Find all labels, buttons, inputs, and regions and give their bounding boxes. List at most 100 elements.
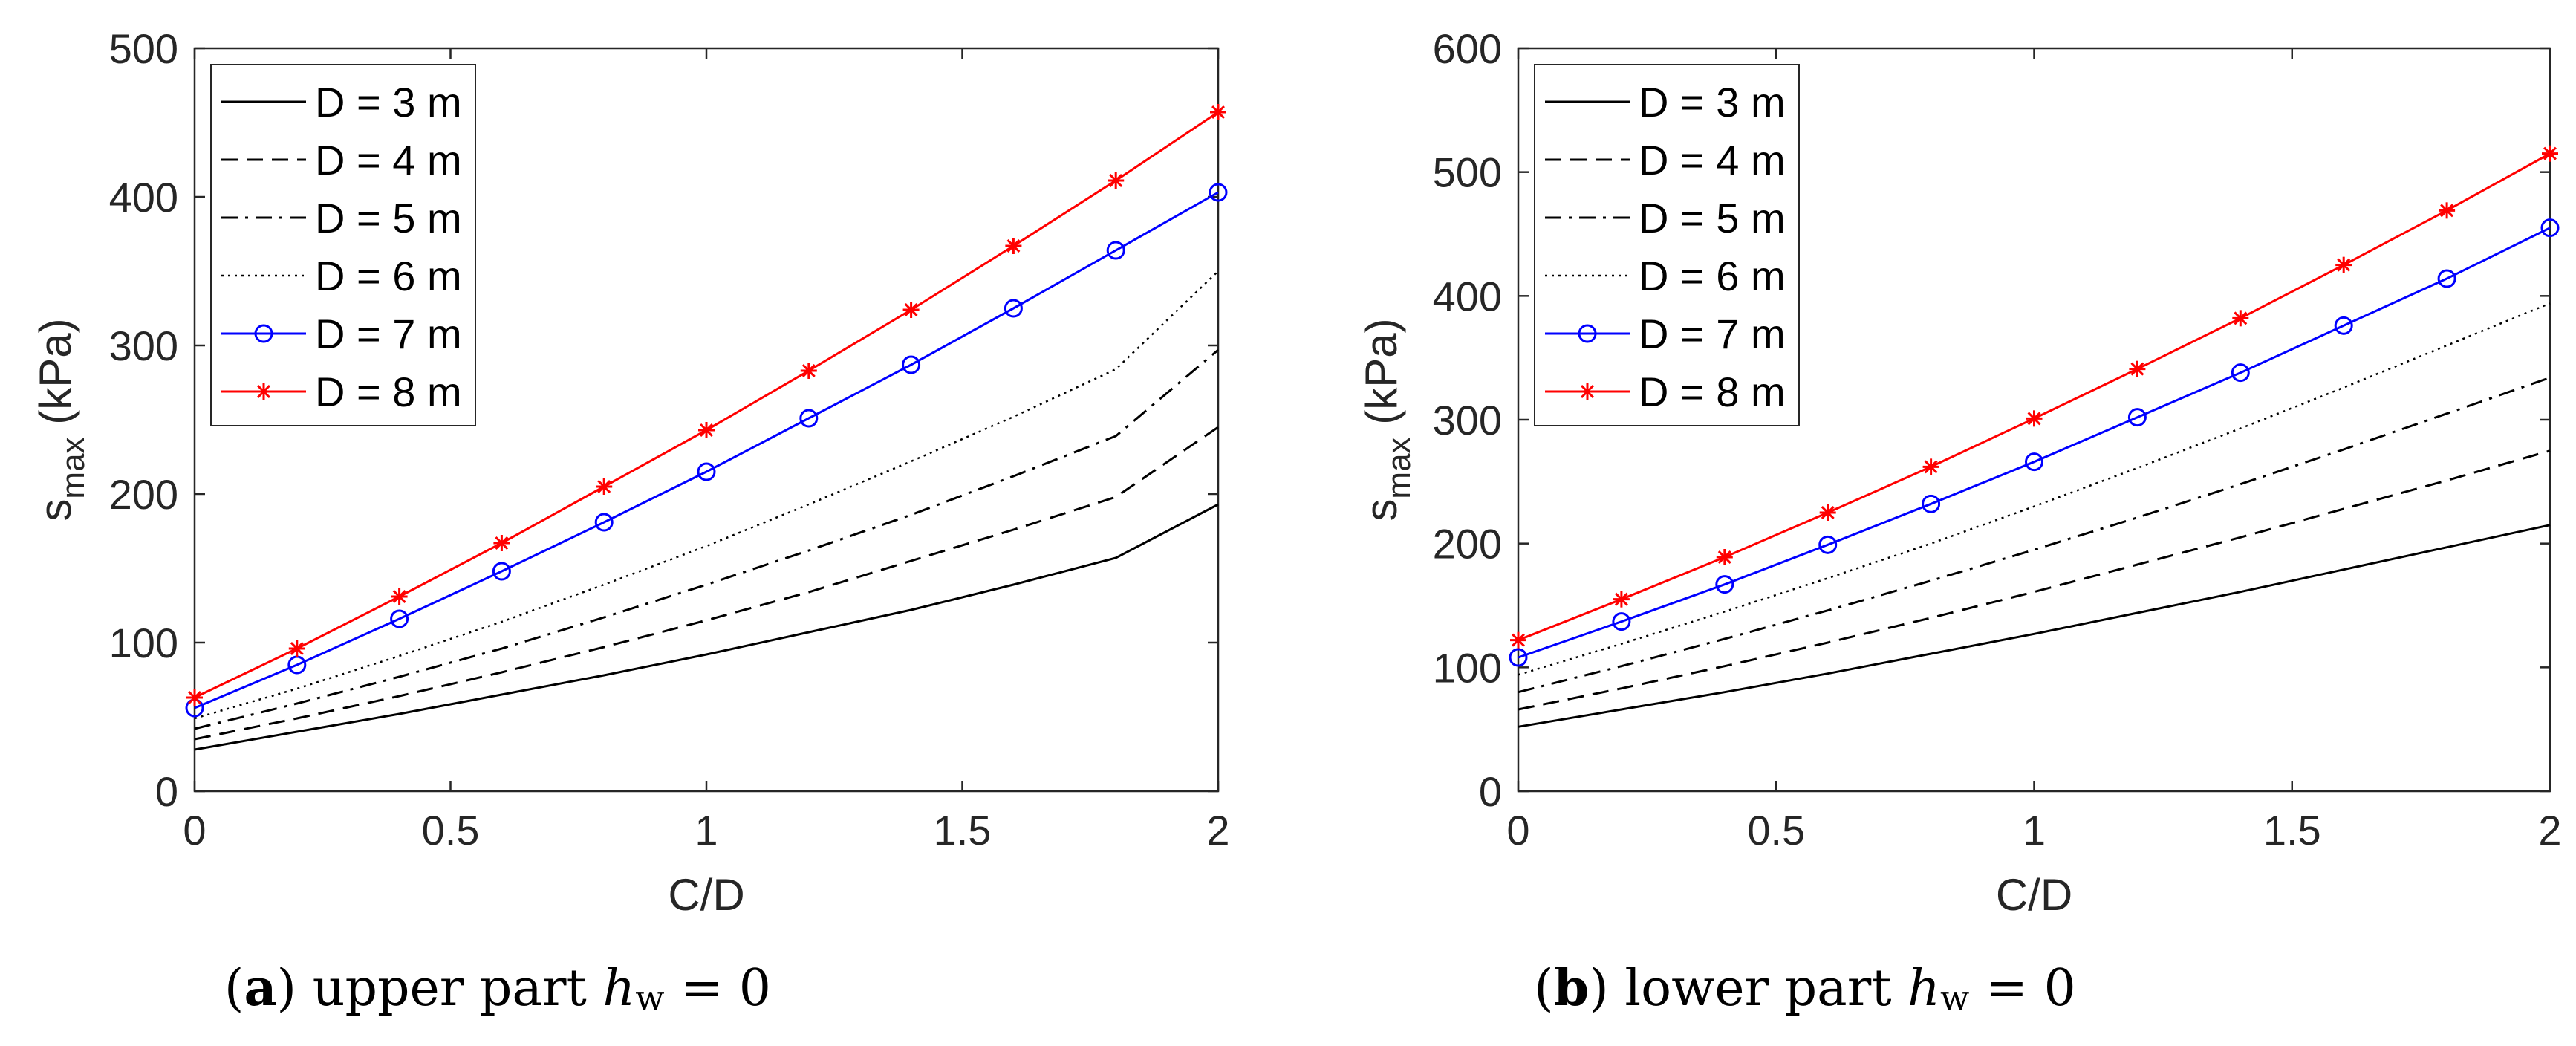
marker-star [2439, 202, 2456, 219]
marker-circle [2231, 363, 2250, 383]
y-tick-label: 100 [109, 620, 178, 666]
marker-star [800, 363, 817, 379]
legend-label: D = 5 m [315, 195, 462, 241]
marker-star [1210, 104, 1226, 120]
marker-star-stroke [2234, 311, 2248, 325]
series-line [1518, 524, 2551, 728]
marker-star [391, 588, 408, 605]
legend-label: D = 7 m [315, 311, 462, 357]
marker-star [1510, 631, 1526, 649]
legend-label: D = 8 m [315, 368, 462, 415]
x-tick-label: 1.5 [2263, 807, 2321, 854]
y-axis-label-main: s [30, 499, 80, 522]
series-line [1518, 227, 2551, 659]
legend-label: D = 4 m [315, 137, 462, 183]
marker-star-stroke [2337, 258, 2351, 272]
marker-star [1005, 238, 1022, 254]
series-line [194, 191, 1219, 709]
marker-star-stroke [2130, 362, 2144, 376]
marker-circle [697, 462, 716, 481]
legend-box [210, 64, 476, 426]
marker-circle [2025, 452, 2043, 472]
x-axis-label: C/D [668, 870, 744, 920]
marker-star [2335, 256, 2352, 273]
y-tick-label: 400 [109, 174, 178, 221]
marker-star [596, 478, 613, 495]
marker-star-stroke [1821, 506, 1835, 519]
marker-circle [2334, 316, 2353, 335]
marker-star-stroke [392, 590, 406, 603]
marker-circle [390, 609, 409, 628]
marker-star [2542, 145, 2558, 162]
marker-star-stroke [1006, 239, 1021, 253]
y-tick-label: 200 [1433, 521, 1502, 568]
marker-star-stroke [1581, 385, 1594, 398]
marker-circle [1715, 575, 1734, 594]
y-tick-label: 0 [1479, 768, 1502, 815]
marker-star-stroke [257, 385, 270, 398]
marker-star [2129, 360, 2146, 377]
y-tick-label: 500 [109, 25, 178, 72]
series-d-3-m [1518, 524, 2551, 728]
marker-circle [492, 562, 511, 581]
marker-star-stroke [188, 691, 201, 704]
chart-b: 0 0.5 1 1.5 2 0 100 200 300 400 500 600 C/D smax (kPa… [1356, 25, 2562, 920]
x-tick-label: 0.5 [422, 807, 480, 854]
y-tick-label: 400 [1433, 273, 1502, 319]
y-axis-label: smax (kPa) [1356, 318, 1417, 521]
marker-star [1922, 458, 1939, 475]
legend-label: D = 4 m [1639, 137, 1786, 183]
marker-circle [1004, 299, 1023, 318]
marker-star [902, 302, 920, 318]
series-d-5-m [1518, 376, 2551, 694]
caption-b: (b) lower part hw = 0 [1534, 958, 2076, 1018]
legend-label: D = 7 m [1639, 311, 1786, 357]
series-d-4-m [1518, 449, 2551, 711]
x-tick-label: 2 [2538, 807, 2561, 854]
y-axis-label-sub: max [1381, 437, 1417, 498]
legend: D = 3 m D = 4 m D = 5 m D = 6 m D = 7 m D = 8… [210, 64, 476, 426]
y-tick-label: 0 [155, 768, 178, 815]
series-d-5-m [194, 348, 1219, 730]
marker-star [1613, 591, 1630, 608]
marker-star [186, 689, 203, 706]
legend-label: D = 6 m [1639, 253, 1786, 299]
marker-circle [2127, 408, 2147, 427]
marker-star-stroke [290, 642, 304, 655]
x-tick-label: 1.5 [934, 807, 992, 854]
y-tick-label: 100 [1433, 644, 1502, 691]
marker-star-stroke [1614, 592, 1628, 606]
marker-star [698, 422, 715, 438]
marker-star-stroke [1512, 633, 1525, 647]
marker-star [1108, 172, 1125, 189]
y-axis-label: smax (kPa) [30, 318, 91, 521]
marker-star [1716, 549, 1733, 565]
marker-circle [1818, 535, 1838, 554]
x-tick-label: 2 [1206, 807, 1229, 854]
legend-label: D = 3 m [315, 79, 462, 126]
marker-circle [2437, 269, 2456, 288]
marker-circle [1106, 241, 1125, 260]
marker-star-stroke [700, 423, 713, 437]
caption-a: (a) upper part hw = 0 [224, 958, 772, 1018]
series-line [1518, 376, 2551, 694]
y-tick-label: 300 [1433, 397, 1502, 444]
marker-star-stroke [1109, 174, 1123, 187]
y-axis-label-unit: (kPa) [1356, 318, 1406, 437]
marker-circle [1922, 494, 1941, 513]
x-tick-label: 1 [695, 807, 718, 854]
marker-star-stroke [1924, 460, 1938, 474]
x-tick-label: 0 [1506, 807, 1529, 854]
x-tick-label: 0.5 [1747, 807, 1805, 854]
marker-star-stroke [904, 303, 918, 316]
marker-star-stroke [597, 480, 611, 493]
marker-star [2026, 410, 2043, 427]
marker-star [288, 640, 305, 657]
marker-circle [594, 513, 614, 532]
x-axis-label: C/D [1996, 870, 2072, 920]
marker-star-stroke [2027, 412, 2041, 426]
legend-box [1534, 64, 1800, 426]
marker-star-stroke [495, 536, 509, 550]
series-d-6-m [194, 270, 1219, 720]
